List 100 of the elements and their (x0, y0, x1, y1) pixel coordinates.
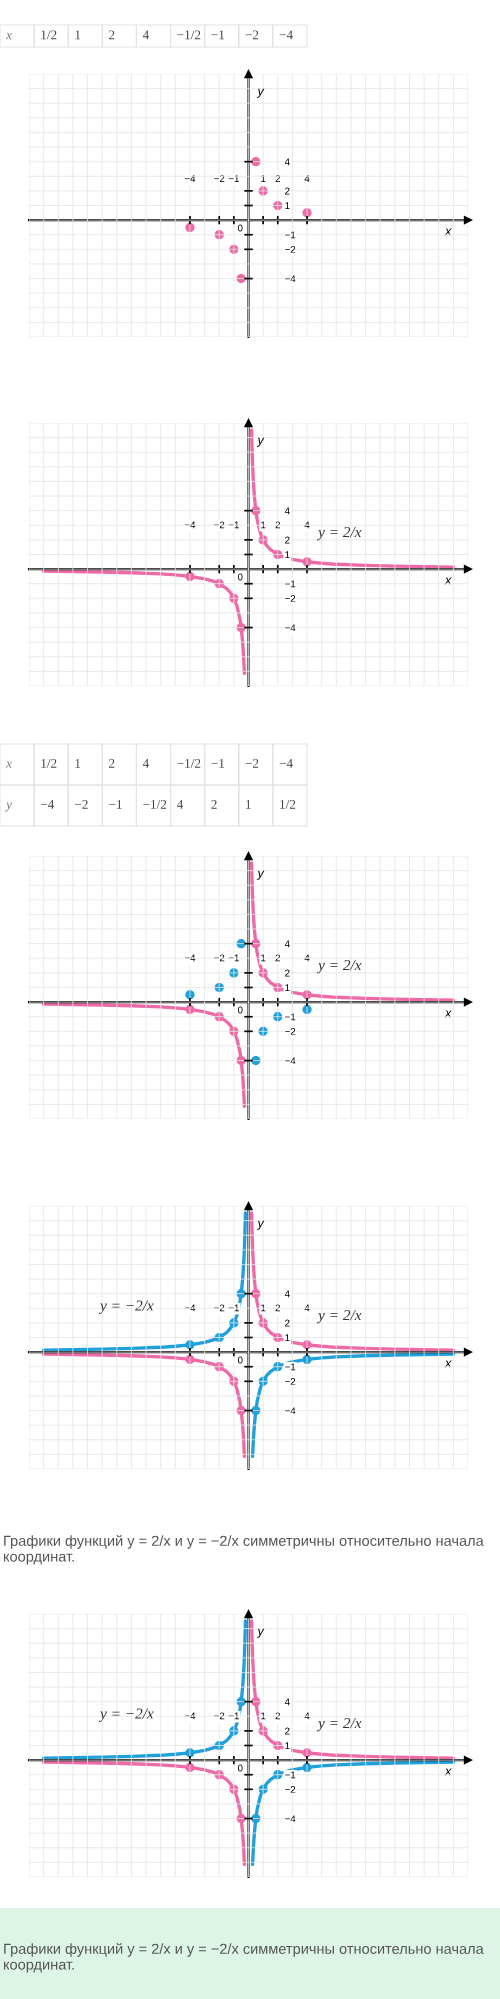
x-tick-label: 1 (261, 1304, 266, 1312)
x-tick-label: 1 (261, 521, 266, 529)
x-tick-label: 2 (275, 1712, 280, 1720)
y-axis-title: y (256, 1628, 265, 1638)
text: −1 (109, 799, 122, 809)
y-tick-label: −4 (285, 1407, 296, 1415)
x-tick-label: 4 (304, 175, 310, 182)
y-tick-label: −2 (285, 595, 296, 602)
x-tick-label: 1 (261, 1712, 266, 1720)
y-tick-label: 4 (284, 1290, 290, 1298)
x-tick-label: −1 (228, 1304, 239, 1312)
y-tick-label: −4 (285, 275, 296, 283)
y-tick-label: 1 (285, 1334, 290, 1342)
y-tick-label: 2 (285, 1319, 290, 1327)
series-label: y = 2/x (316, 1309, 362, 1324)
x-tick-label: −1 (228, 175, 239, 182)
y-tick-label: 4 (284, 507, 290, 515)
text: 1/2 (41, 758, 57, 768)
x-axis-title: x (444, 1360, 452, 1368)
y-tick-label: −1 (285, 1771, 296, 1779)
y-tick-label: 2 (285, 1727, 290, 1735)
category-label: x (5, 761, 12, 768)
x-tick-label: 2 (275, 175, 280, 182)
y-tick-label: −4 (285, 624, 296, 632)
text: 4 (176, 799, 184, 809)
y-tick-label: −1 (285, 580, 296, 588)
x-tick-label: −1 (228, 521, 239, 529)
annotation: 0 (237, 224, 243, 232)
text: −2 (245, 30, 259, 40)
y-tick-label: 1 (285, 984, 290, 992)
text: 4 (142, 758, 149, 768)
annotation: 0 (237, 1006, 243, 1014)
x-tick-label: 4 (304, 1304, 310, 1312)
y-tick-label: 1 (285, 551, 290, 559)
text: −1/2 (177, 30, 201, 40)
text: −1/2 (177, 758, 201, 768)
y-tick-label: −2 (285, 1378, 296, 1385)
text: 4 (142, 30, 149, 40)
category-label: y (5, 802, 12, 812)
annotation: 0 (237, 1764, 243, 1772)
x-tick-label: 2 (275, 1304, 280, 1312)
y-axis-title: y (256, 870, 265, 880)
x-axis-title: x (444, 1768, 452, 1776)
annotation: 0 (237, 573, 243, 581)
y-tick-label: −4 (285, 1057, 296, 1065)
text: 1 (75, 30, 81, 40)
text: 1/2 (41, 30, 57, 40)
x-axis-title: x (444, 1010, 452, 1018)
x-tick-label: −4 (184, 175, 196, 182)
category-label: x (5, 33, 12, 40)
text: Графики функций y = 2/x и y = −2/x симметричны относительно начала координат. (3, 1535, 484, 1565)
y-tick-label: −1 (285, 231, 296, 239)
x-tick-label: 1 (261, 175, 266, 182)
x-tick-label: −2 (214, 521, 225, 529)
text: y = −2/x (98, 1300, 154, 1314)
text: 2 (211, 799, 217, 809)
x-tick-label: −4 (184, 954, 196, 962)
text: −2 (245, 758, 259, 768)
x-tick-label: −2 (214, 1712, 225, 1720)
x-axis-title: x (444, 228, 452, 236)
annotation: 0 (237, 1356, 243, 1364)
x-tick-label: −4 (184, 1304, 196, 1312)
x-axis-title: x (444, 577, 452, 585)
x-tick-label: −1 (228, 954, 239, 962)
y-tick-label: 4 (284, 158, 290, 166)
x-tick-label: −2 (214, 1304, 225, 1312)
x-tick-label: −1 (228, 1712, 239, 1720)
text: −1 (211, 30, 225, 40)
y-tick-label: 4 (284, 1698, 290, 1706)
text: 1 (246, 799, 251, 809)
text: 2 (109, 758, 115, 768)
x-tick-label: 4 (304, 521, 310, 529)
text: y = −2/x (98, 1708, 154, 1722)
y-axis-title: y (256, 437, 265, 447)
y-tick-label: 2 (285, 187, 290, 195)
y-tick-label: 2 (285, 536, 290, 544)
y-axis-title: y (256, 1220, 265, 1230)
x-tick-label: 2 (275, 954, 280, 962)
y-tick-label: −1 (285, 1013, 296, 1021)
y-tick-label: −4 (285, 1815, 296, 1823)
text: −4 (40, 799, 55, 809)
x-tick-label: 2 (275, 521, 280, 529)
y-tick-label: −2 (285, 1786, 296, 1793)
x-tick-label: −2 (214, 175, 225, 182)
x-tick-label: 1 (261, 954, 266, 962)
series-label: y = 2/x (316, 1717, 362, 1732)
text: 1 (75, 758, 81, 768)
x-tick-label: −2 (214, 954, 225, 962)
y-tick-label: −1 (285, 1363, 296, 1371)
x-tick-label: −4 (184, 521, 196, 529)
y-tick-label: −2 (285, 246, 296, 253)
y-axis-title: y (256, 88, 265, 98)
y-tick-label: 2 (285, 969, 290, 977)
y-tick-label: 1 (285, 202, 290, 210)
text: −1/2 (143, 799, 167, 809)
y-tick-label: 1 (285, 1742, 290, 1750)
y-tick-label: −2 (285, 1028, 296, 1035)
text: −2 (75, 799, 88, 809)
text: 1/2 (280, 799, 296, 809)
text: 2 (109, 30, 115, 40)
